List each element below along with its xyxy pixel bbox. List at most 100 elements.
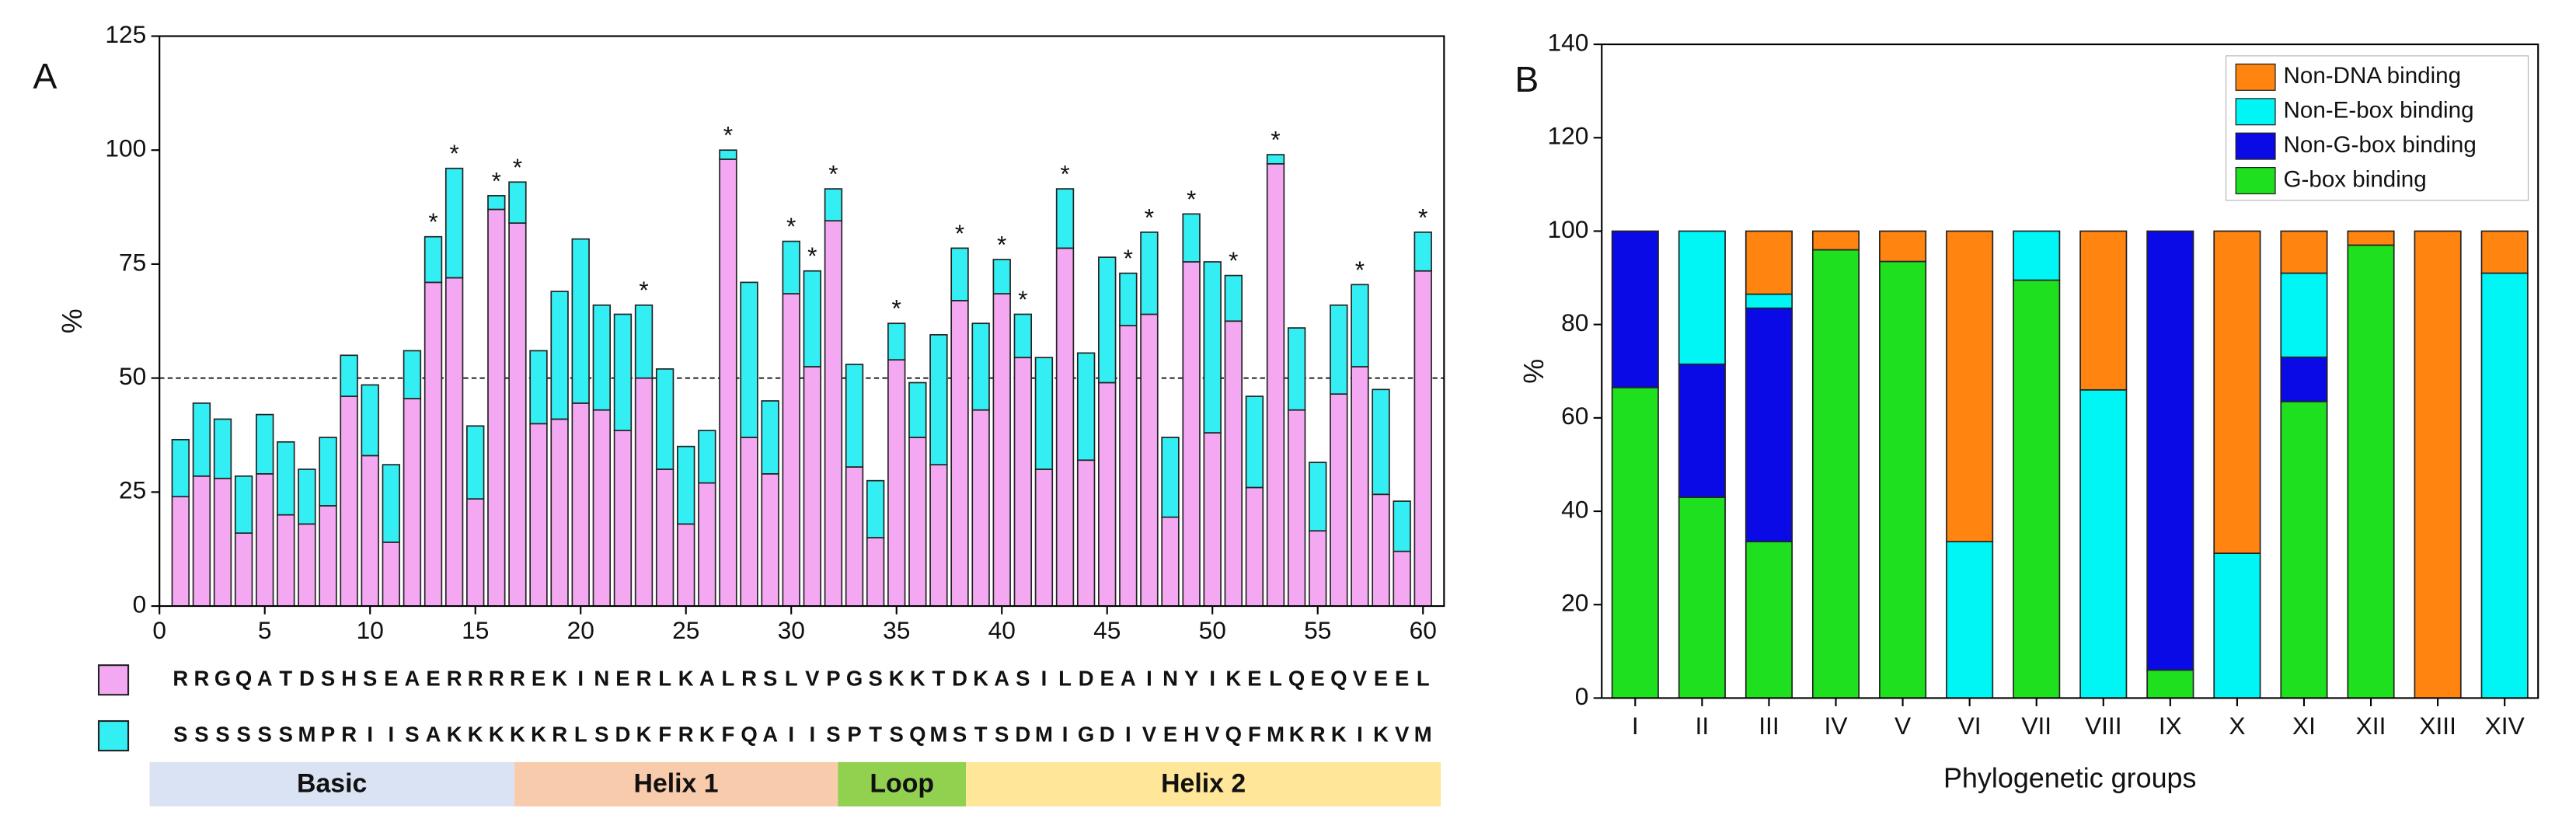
legend-label: Non-E-box binding bbox=[2284, 98, 2474, 124]
bar-segment bbox=[1745, 541, 1793, 699]
bar-segment bbox=[466, 498, 485, 607]
bar-segment bbox=[1745, 293, 1793, 309]
bar-segment bbox=[2213, 552, 2261, 699]
residue: R bbox=[1310, 722, 1326, 746]
legend-label: Non-DNA binding bbox=[2284, 63, 2462, 89]
residue: E bbox=[384, 666, 398, 690]
bar-segment bbox=[2280, 356, 2328, 402]
residue: P bbox=[826, 666, 840, 690]
residue: S bbox=[258, 722, 272, 746]
residue: V bbox=[1205, 722, 1220, 746]
residue: N bbox=[594, 666, 609, 690]
bar-segment bbox=[1413, 270, 1432, 607]
y-tick-label: 100 bbox=[105, 134, 146, 162]
residue: H bbox=[1183, 722, 1199, 746]
residue: H bbox=[341, 666, 357, 690]
residue: L bbox=[1417, 666, 1430, 690]
bar-segment bbox=[971, 322, 990, 411]
bar-segment bbox=[992, 259, 1011, 294]
residue: S bbox=[236, 722, 250, 746]
x-tick-label: 5 bbox=[258, 616, 272, 644]
significance-marker: * bbox=[428, 207, 437, 235]
residue: A bbox=[994, 666, 1009, 690]
bar-segment bbox=[1393, 500, 1411, 552]
bar-segment bbox=[361, 455, 379, 607]
bar-segment bbox=[2347, 230, 2395, 246]
y-tick-label: 40 bbox=[1561, 495, 1588, 523]
residue: K bbox=[447, 722, 462, 746]
residue: S bbox=[363, 666, 377, 690]
bar-segment bbox=[719, 158, 737, 607]
bar-segment bbox=[1245, 486, 1264, 607]
significance-marker: * bbox=[955, 219, 964, 247]
legend-label: Non-G-box binding bbox=[2284, 132, 2477, 158]
residue: T bbox=[279, 666, 292, 690]
x-tick-label: V bbox=[1895, 712, 1911, 740]
bar-segment bbox=[444, 167, 464, 279]
bar-segment bbox=[929, 334, 948, 465]
significance-marker: * bbox=[892, 294, 901, 322]
residue: R bbox=[552, 722, 567, 746]
residue: S bbox=[405, 722, 419, 746]
y-axis-title: % bbox=[1518, 359, 1549, 384]
plot-frame bbox=[159, 35, 1445, 608]
bar-segment bbox=[908, 437, 927, 607]
residue: R bbox=[741, 666, 757, 690]
residue: I bbox=[1146, 666, 1152, 690]
bar-segment bbox=[487, 195, 506, 211]
bar-segment bbox=[1076, 352, 1096, 462]
residue: G bbox=[1078, 722, 1094, 746]
bar-segment bbox=[2414, 230, 2462, 699]
bar-segment bbox=[971, 409, 990, 607]
residue: S bbox=[194, 722, 208, 746]
bar-segment bbox=[1224, 320, 1243, 607]
bar-segment bbox=[1879, 230, 1927, 263]
bar-segment bbox=[444, 277, 464, 607]
x-tick-label: 60 bbox=[1410, 616, 1437, 644]
legend-box bbox=[2225, 55, 2529, 201]
residue: P bbox=[321, 722, 335, 746]
bar-segment bbox=[1946, 541, 1994, 699]
bar-segment bbox=[887, 322, 906, 361]
x-tick-label: I bbox=[1632, 712, 1639, 740]
bar-segment bbox=[1161, 437, 1180, 518]
bar-segment bbox=[2079, 230, 2128, 391]
legend-swatch bbox=[2235, 98, 2276, 126]
bar-segment bbox=[382, 542, 401, 607]
bar-segment bbox=[550, 418, 569, 607]
bar-segment bbox=[508, 181, 527, 224]
residue: E bbox=[1374, 666, 1388, 690]
x-tick-label: VI bbox=[1958, 712, 1982, 740]
residue: R bbox=[468, 666, 483, 690]
bar-segment bbox=[824, 220, 843, 607]
bar-segment bbox=[1034, 357, 1054, 470]
residue: L bbox=[1058, 666, 1072, 690]
x-tick-label: 40 bbox=[988, 616, 1016, 644]
residue: S bbox=[826, 722, 840, 746]
residue: Q bbox=[1330, 666, 1347, 690]
residue: S bbox=[890, 722, 904, 746]
bar-segment bbox=[1351, 284, 1369, 367]
bar-segment bbox=[2347, 244, 2395, 699]
bar-segment bbox=[1013, 313, 1033, 359]
residue: E bbox=[426, 666, 440, 690]
residue: I bbox=[1209, 666, 1215, 690]
significance-marker: * bbox=[807, 242, 817, 270]
residue: A bbox=[699, 666, 715, 690]
residue: Q bbox=[1288, 666, 1305, 690]
x-tick-label: 10 bbox=[357, 616, 384, 644]
bar-segment bbox=[1330, 393, 1348, 607]
bar-segment bbox=[213, 418, 232, 479]
residue: R bbox=[510, 666, 525, 690]
residue: G bbox=[214, 666, 231, 690]
residue: K bbox=[1289, 722, 1305, 746]
residue: K bbox=[699, 722, 715, 746]
residue: S bbox=[953, 722, 967, 746]
residue: I bbox=[810, 722, 816, 746]
residue: L bbox=[658, 666, 671, 690]
bar-segment bbox=[234, 475, 253, 534]
bar-segment bbox=[719, 149, 737, 160]
x-tick-label: IV bbox=[1825, 712, 1848, 740]
residue: S bbox=[763, 666, 777, 690]
